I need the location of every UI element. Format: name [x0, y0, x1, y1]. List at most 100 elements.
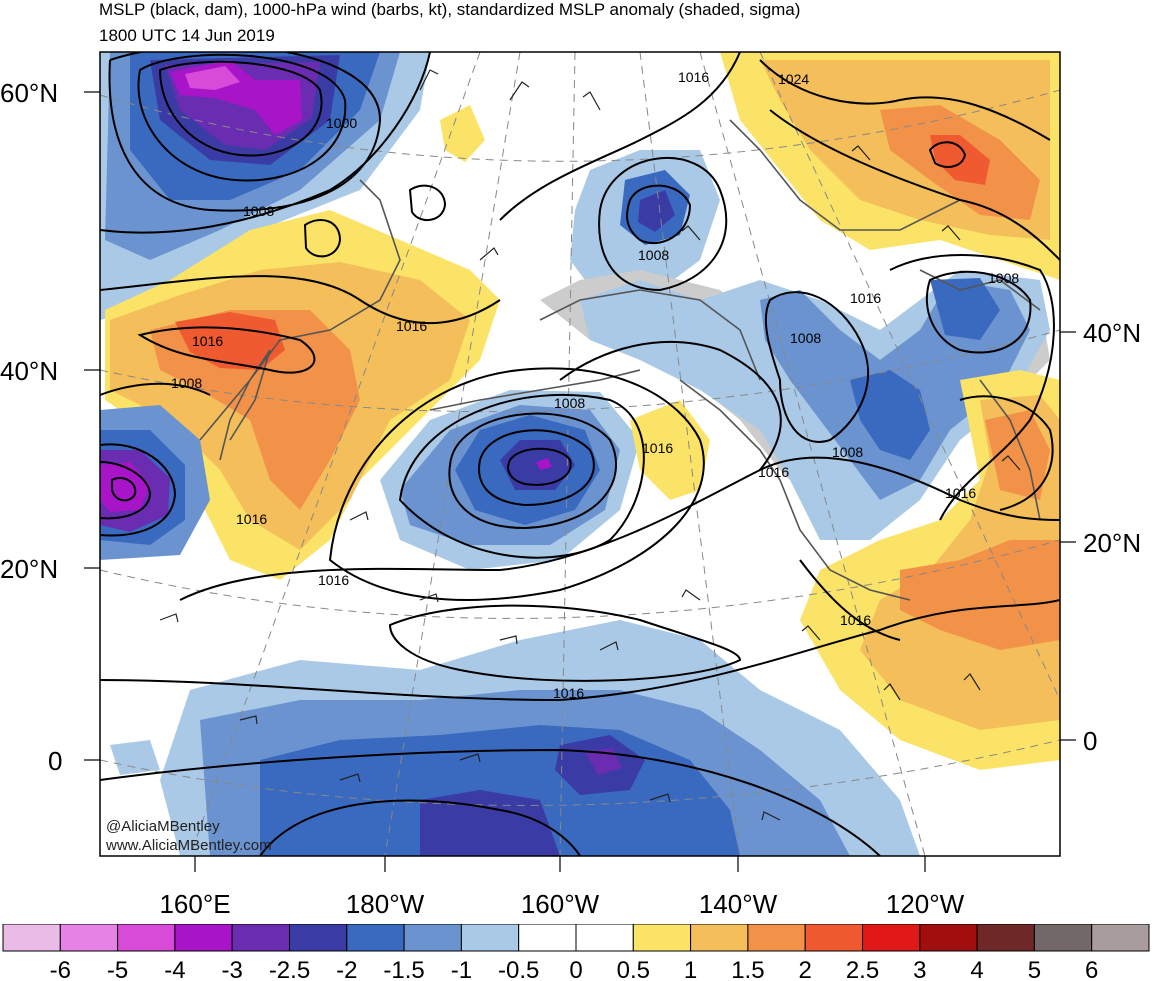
colorbar-swatch	[59, 924, 119, 952]
colorbar-swatch	[460, 924, 520, 952]
colorbar-swatch	[632, 924, 692, 952]
graticule-lon-140w	[639, 52, 741, 856]
barb-3	[582, 91, 601, 111]
contour-1016-asia	[100, 275, 501, 324]
contour-1008-na	[764, 291, 869, 443]
contour-label: 1024	[778, 71, 809, 87]
weather-map: 1016 1024 1000 1008 1008 1016 1016 1008 …	[0, 51, 1141, 919]
colorbar-label: -1	[451, 957, 472, 981]
lon-label: 120°W	[886, 889, 965, 919]
colorbar-swatch	[804, 924, 864, 952]
contour-label: 1008	[243, 203, 274, 219]
contour-label: 1008	[832, 444, 863, 460]
credit-twitter: @AliciaMBentley	[106, 818, 220, 835]
coast-asia	[219, 179, 401, 461]
colorbar: -6 -5 -4 -3 -2.5 -2 -1.5 -1 -0.5 0 0.5 1 1.5 2 2.5 3 4 5 6	[2, 924, 1150, 981]
barb-22	[1001, 455, 1021, 471]
contour-1016-alaska	[559, 340, 782, 471]
colorbar-label: 6	[1085, 957, 1098, 981]
contour-label: 1016	[840, 612, 871, 628]
colorbar-swatch	[690, 924, 749, 952]
contour-bering-low	[626, 184, 692, 245]
barb-8	[499, 635, 518, 645]
colorbar-label: -4	[164, 957, 185, 981]
colorbar-label: -6	[50, 957, 71, 981]
lat-label-left: 60°N	[0, 78, 58, 108]
graticule-lon-100w	[759, 52, 1060, 701]
contour-canada-ring	[928, 141, 967, 168]
shade-west-tropic	[110, 740, 160, 775]
shade-low-eye	[536, 458, 552, 470]
contour-label: 1008	[171, 375, 202, 391]
contour-label: 1016	[553, 685, 584, 701]
contour-west-low-2	[100, 461, 152, 520]
coast-canada-arctic	[729, 119, 961, 231]
lon-label: 140°W	[699, 889, 778, 919]
contour-label: 1008	[554, 395, 585, 411]
barb-2	[509, 81, 530, 101]
contour-1008-west	[100, 382, 211, 396]
colorbar-label: 1.5	[731, 957, 764, 981]
contour-label: 1016	[758, 464, 789, 480]
colorbar-swatch	[174, 924, 233, 952]
barb-7	[419, 593, 439, 603]
contour-1016-na-east	[889, 254, 1055, 521]
colorbar-swatch	[575, 924, 634, 952]
colorbar-labels: -6 -5 -4 -3 -2.5 -2 -1.5 -1 -0.5 0 0.5 1 1.5 2 2.5 3 4 5 6	[50, 957, 1099, 981]
barb-21	[941, 225, 961, 241]
contour-label: 1016	[236, 511, 267, 527]
contour-central-low-2	[478, 429, 595, 507]
contour-small-ring-1	[408, 184, 447, 221]
barb-1	[419, 69, 439, 91]
contour-central-1008	[398, 393, 645, 559]
contour-label: 1016	[678, 69, 709, 85]
ticks	[84, 91, 1076, 872]
colorbar-swatch	[2, 924, 61, 952]
contour-1024-canada	[759, 59, 1051, 141]
contour-nw-low-1	[158, 60, 323, 157]
contour-label-layer: 1016 1024 1000 1008 1008 1016 1016 1008 …	[171, 69, 1019, 701]
contour-label: 1008	[638, 247, 669, 263]
colorbar-swatch	[1091, 924, 1150, 952]
barb-12	[883, 683, 901, 701]
mslp-contours	[100, 52, 1060, 856]
shade-east-orange3	[985, 410, 1050, 500]
contour-1016-mex	[799, 559, 901, 641]
contour-1016-se	[959, 395, 1054, 511]
colorbar-label: 1	[684, 957, 697, 981]
lon-label: 160°W	[521, 889, 600, 919]
contour-1008-north	[100, 52, 431, 234]
coast-hudson	[919, 269, 1041, 311]
shade-na-dark	[850, 370, 930, 460]
colorbar-swatch	[518, 924, 577, 952]
lon-label: 160°E	[159, 889, 230, 919]
contour-1008-hudson	[925, 270, 1032, 354]
lat-label-right: 20°N	[1083, 528, 1141, 558]
barb-18	[649, 793, 671, 803]
contour-label: 1008	[988, 270, 1019, 286]
contour-central-low-1	[507, 447, 572, 486]
shade-small-yellow	[440, 105, 485, 162]
barb-6	[349, 511, 369, 521]
contour-central-1016	[328, 367, 705, 601]
colorbar-swatch	[231, 924, 290, 952]
colorbar-label: 5	[1028, 957, 1041, 981]
barb-9	[599, 641, 619, 651]
colorbar-swatch	[403, 924, 462, 952]
contour-label: 1016	[318, 572, 349, 588]
contour-1016-japan	[137, 326, 316, 374]
colorbar-label: 2.5	[846, 957, 879, 981]
contour-label: 1016	[850, 290, 881, 306]
barb-13	[963, 673, 981, 691]
wind-barbs	[159, 69, 1021, 821]
lat-label-left: 0	[48, 746, 62, 776]
credit-website: www.AliciaMBentley.com	[105, 837, 272, 854]
contour-label: 1000	[326, 115, 357, 131]
colorbar-swatch	[117, 924, 176, 952]
colorbar-label: 0	[569, 957, 582, 981]
lat-label-left: 40°N	[0, 356, 58, 386]
contour-1016-south	[100, 599, 1060, 702]
coast-alaska	[539, 289, 761, 381]
contour-small-ring-2	[303, 219, 342, 258]
contour-1016-big	[179, 456, 1060, 601]
